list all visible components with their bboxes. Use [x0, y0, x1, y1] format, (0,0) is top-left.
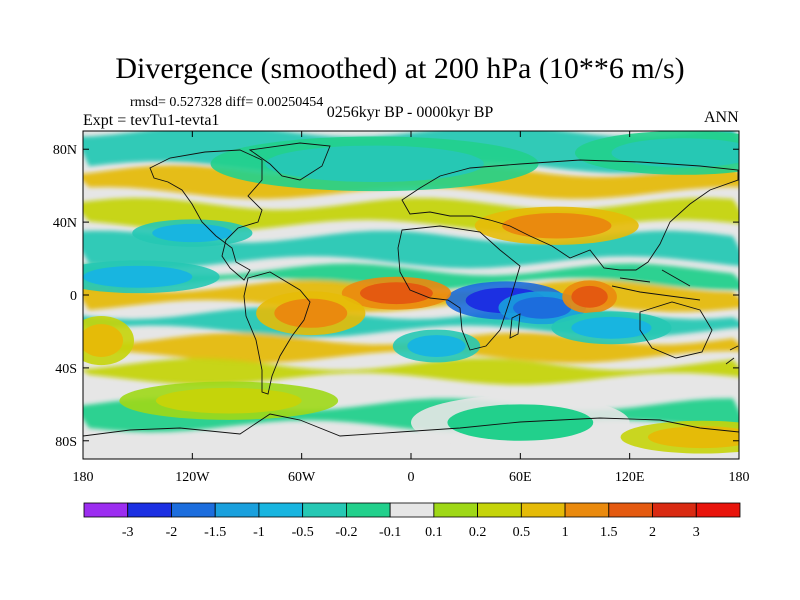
contour-feature — [513, 296, 572, 319]
colorbar-swatch — [302, 502, 347, 518]
colorbar-swatch — [520, 502, 566, 518]
y-tick-label: 80S — [55, 435, 77, 450]
colorbar-swatch — [389, 502, 435, 518]
contour-feature — [359, 282, 433, 305]
x-tick-label: 180 — [73, 470, 94, 485]
coastline-madagascar — [509, 313, 521, 339]
x-tick-label: 60W — [288, 470, 316, 485]
colorbar-swatch — [258, 502, 304, 518]
colorbar-label: -0.5 — [292, 525, 314, 540]
colorbar-swatch — [608, 502, 653, 518]
coastline-antarctica — [83, 413, 739, 437]
colorbar-label: -1.5 — [204, 525, 226, 540]
colorbar-swatch — [127, 502, 172, 518]
contour-feature — [447, 404, 594, 441]
colorbar-label: -0.2 — [335, 525, 357, 540]
coastline-south-america — [243, 271, 311, 395]
season-label: ANN — [704, 109, 739, 126]
coastline-greenland — [248, 142, 331, 181]
contour-band — [83, 358, 739, 385]
colorbar-swatch — [564, 502, 610, 518]
colorbar-label: -2 — [166, 525, 178, 540]
rmsd-diff-label: rmsd= 0.527328 diff= 0.00250454 — [130, 95, 324, 110]
coastline-new-zealand — [725, 345, 739, 365]
coastline-indonesia — [611, 269, 701, 301]
colorbar-swatch — [433, 502, 479, 518]
coastline-europe-asia — [401, 159, 739, 271]
colorbar-label: 3 — [693, 525, 700, 540]
colorbar-legend: -3 -2 -1.5 -1 -0.5 -0.2 -0.1 0.1 0.2 0.5 1 1.5 2 3 — [83, 502, 741, 540]
contour-feature — [152, 223, 233, 243]
period-label: 0256kyr BP - 0000kyr BP — [326, 104, 494, 121]
contour-feature — [571, 285, 608, 308]
contour-band — [83, 263, 739, 291]
x-tick-label: 60E — [509, 470, 532, 485]
contour-feature — [83, 324, 124, 357]
contour-feature — [83, 265, 193, 288]
contour-field — [83, 131, 739, 454]
x-tick-label: 120W — [175, 470, 210, 485]
y-axis: 80N 40N 0 40S 80S — [53, 143, 739, 450]
colorbar-swatch — [695, 502, 741, 518]
colorbar-swatch — [171, 502, 216, 518]
colorbar-label: -1 — [253, 525, 265, 540]
contour-feature — [265, 145, 484, 183]
y-tick-label: 40S — [55, 362, 77, 377]
contour-feature — [274, 298, 348, 328]
x-axis: 180 120W 60W 0 60E 120E 180 — [73, 131, 750, 485]
coastline-australia — [639, 301, 713, 359]
x-tick-label: 0 — [408, 470, 415, 485]
y-tick-label: 0 — [70, 289, 77, 304]
contour-feature — [647, 426, 739, 449]
x-tick-label: 120E — [615, 470, 645, 485]
colorbar-swatch — [83, 502, 129, 518]
colorbar-label: 0.2 — [469, 525, 487, 540]
colorbar-label: 0.1 — [425, 525, 443, 540]
chart-title: Divergence (smoothed) at 200 hPa (10**6 … — [115, 52, 685, 85]
colorbar-label: 1.5 — [600, 525, 618, 540]
contour-feature — [407, 335, 466, 357]
coastlines — [83, 142, 739, 437]
contour-feature — [502, 213, 612, 239]
colorbar-label: 1 — [562, 525, 569, 540]
colorbar-label: -0.1 — [379, 525, 401, 540]
contour-feature — [155, 387, 302, 414]
experiment-label: Expt = tevTu1-tevta1 — [83, 112, 220, 129]
x-tick-label: 180 — [729, 470, 750, 485]
colorbar-label: -3 — [122, 525, 134, 540]
contour-feature — [571, 316, 652, 339]
colorbar-swatch — [214, 502, 260, 518]
colorbar-label: 0.5 — [513, 525, 531, 540]
y-tick-label: 80N — [53, 143, 77, 158]
coastline-africa — [397, 225, 521, 351]
colorbar-label: 2 — [649, 525, 656, 540]
y-tick-label: 40N — [53, 216, 77, 231]
colorbar-swatch — [477, 502, 522, 518]
colorbar-swatch — [345, 502, 391, 518]
contour-feature — [611, 138, 739, 168]
colorbar-swatch — [652, 502, 697, 518]
coastline-north-america — [149, 149, 263, 281]
